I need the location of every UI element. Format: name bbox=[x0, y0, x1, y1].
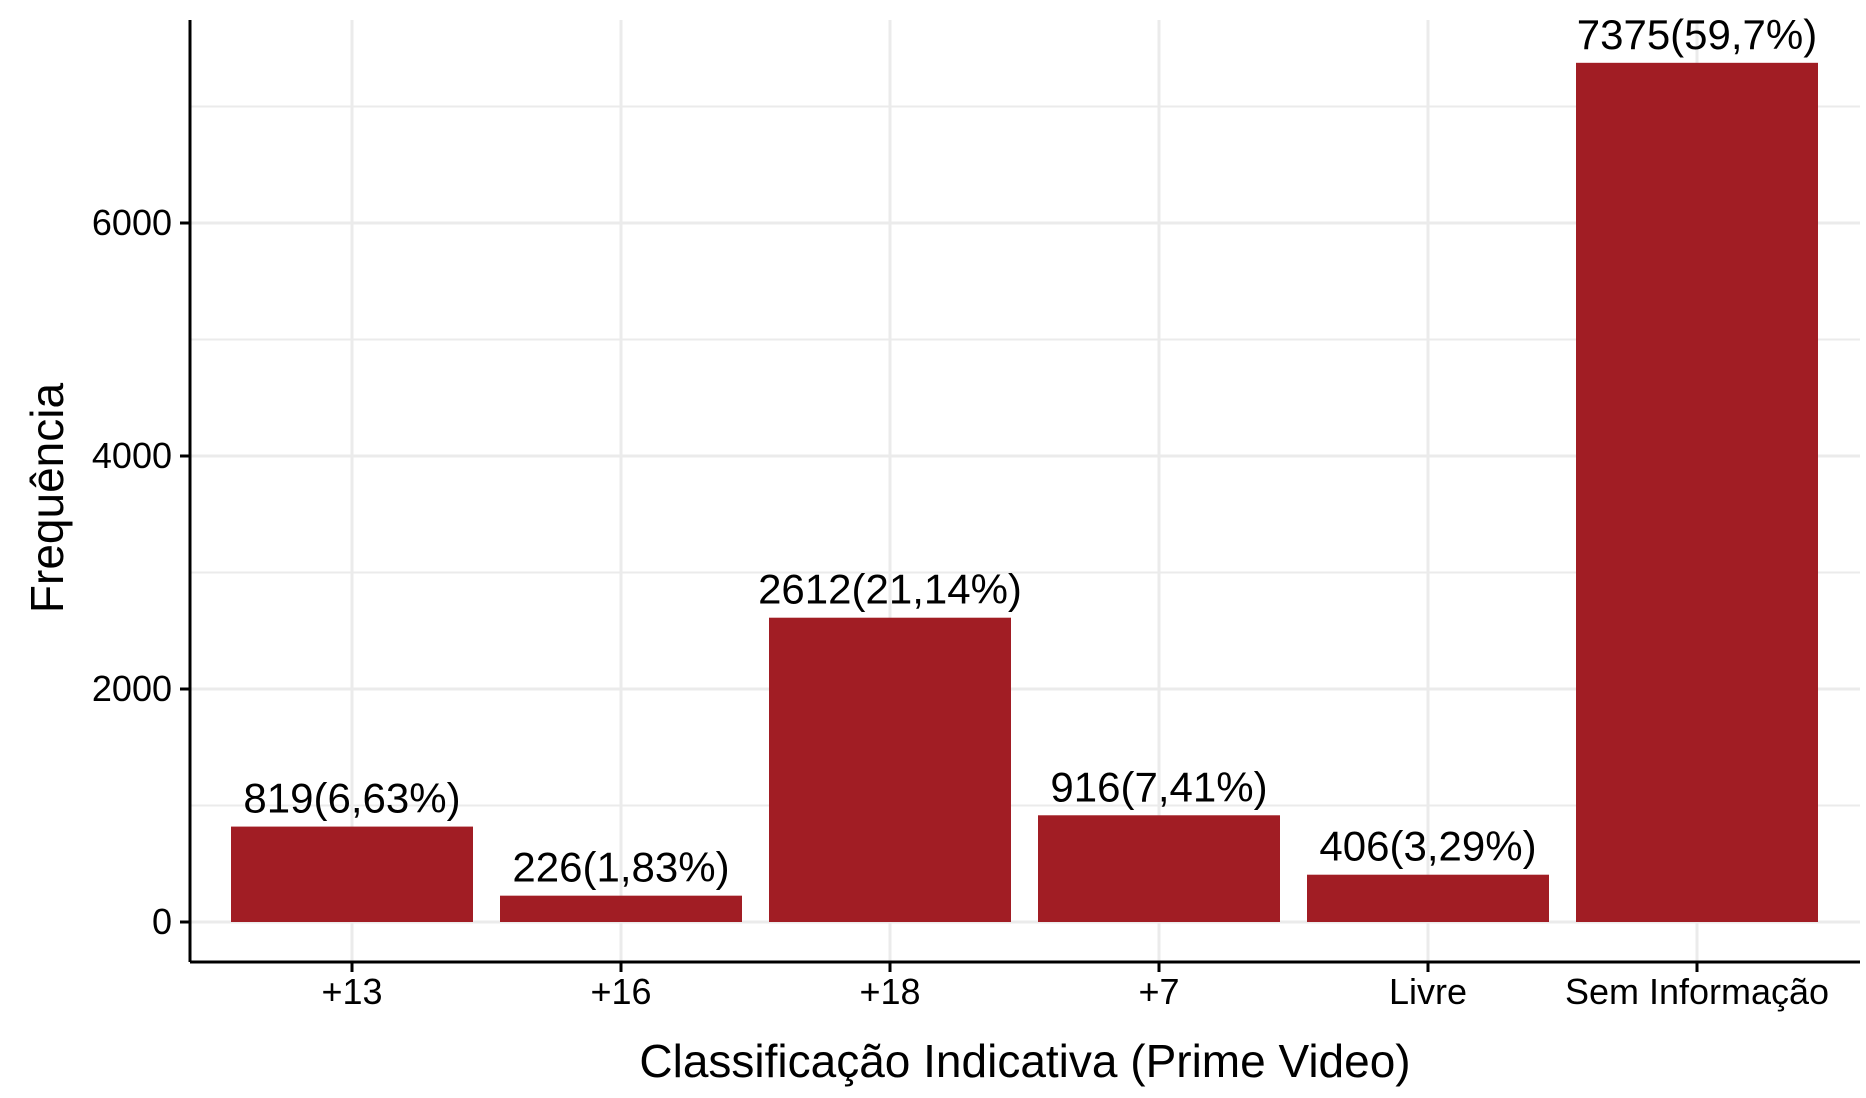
y-tick-label: 2000 bbox=[92, 668, 172, 709]
x-axis-title: Classificação Indicativa (Prime Video) bbox=[639, 1035, 1410, 1087]
data-label-layer: 819(6,63%) 226(1,83%) 2612(21,14%) 916(7,41… bbox=[243, 11, 1817, 891]
data-label: 406(3,29%) bbox=[1319, 823, 1536, 870]
y-tick-label: 0 bbox=[152, 901, 172, 942]
bar-+16 bbox=[500, 895, 742, 922]
x-tick-label: +16 bbox=[590, 971, 651, 1012]
data-label: 2612(21,14%) bbox=[758, 566, 1022, 613]
x-tick-label: +13 bbox=[321, 971, 382, 1012]
x-tick-label: +7 bbox=[1138, 971, 1179, 1012]
data-label: 226(1,83%) bbox=[512, 844, 729, 891]
bar-Sem Informação bbox=[1576, 62, 1818, 922]
data-label: 7375(59,7%) bbox=[1577, 11, 1818, 58]
data-label: 916(7,41%) bbox=[1050, 763, 1267, 810]
bar-layer bbox=[231, 62, 1818, 922]
bar-+13 bbox=[231, 826, 473, 922]
y-tick-label: 4000 bbox=[92, 435, 172, 476]
y-axis-title: Frequência bbox=[21, 383, 73, 614]
axis-layer: 0 2000 4000 6000 +13 +16 +18 +7 Livre Sem Informa… bbox=[92, 20, 1860, 1012]
data-label: 819(6,63%) bbox=[243, 775, 460, 822]
bar-+7 bbox=[1038, 815, 1280, 922]
bar-+18 bbox=[769, 617, 1011, 922]
x-tick-label: +18 bbox=[859, 971, 920, 1012]
bar-Livre bbox=[1307, 874, 1549, 922]
y-tick-label: 6000 bbox=[92, 202, 172, 243]
x-tick-label: Livre bbox=[1389, 971, 1467, 1012]
x-tick-label: Sem Informação bbox=[1565, 971, 1829, 1012]
